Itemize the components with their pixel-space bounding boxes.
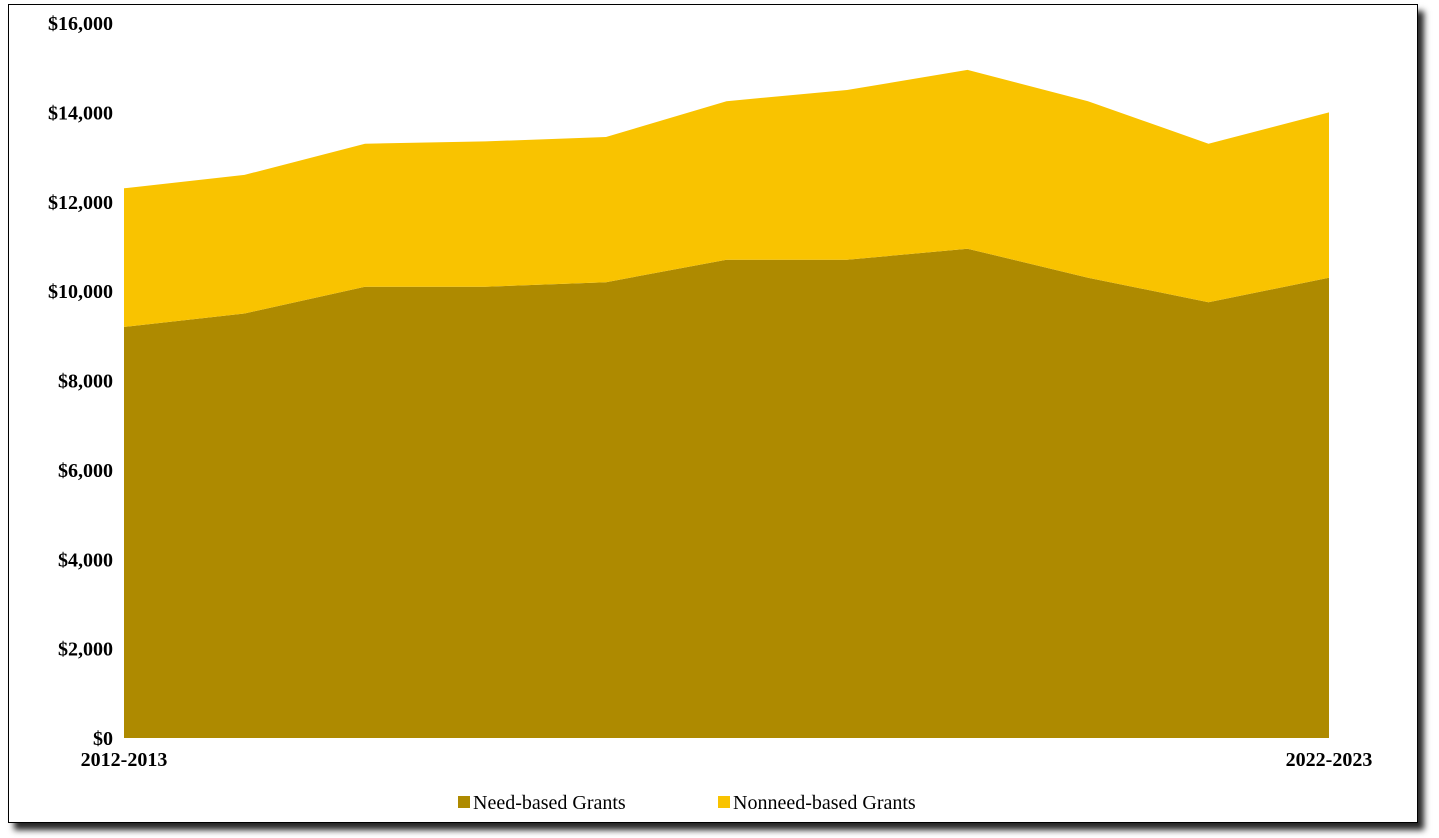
x-tick-label: 2022-2023 (1286, 749, 1373, 771)
y-tick-label: $8,000 (58, 371, 113, 393)
y-tick-label: $0 (93, 728, 113, 750)
legend-item-need-based-grants: Need-based Grants (458, 792, 626, 814)
stacked-area-chart: $0 $2,000 $4,000 $6,000 $8,000 $10,000 $12,000… (48, 13, 1373, 814)
y-tick-label: $2,000 (58, 639, 113, 661)
x-tick-label: 2012-2013 (81, 749, 168, 771)
y-tick-label: $6,000 (58, 460, 113, 482)
area-series-nonneed-based-grants (124, 69, 1329, 327)
y-tick-label: $10,000 (48, 281, 113, 303)
area-series-need-based-grants (124, 248, 1329, 738)
y-tick-label: $16,000 (48, 13, 113, 35)
legend: Need-based Grants Nonneed-based Grants (458, 792, 916, 814)
legend-item-nonneed-based-grants: Nonneed-based Grants (718, 792, 916, 814)
chart-frame: $0 $2,000 $4,000 $6,000 $8,000 $10,000 $12,000… (8, 4, 1418, 823)
legend-label: Nonneed-based Grants (733, 792, 916, 814)
y-tick-label: $4,000 (58, 549, 113, 571)
areas-layer (124, 69, 1329, 738)
x-axis-tick-labels: 2012-2013 2022-2023 (81, 749, 1373, 771)
legend-swatch (458, 796, 470, 808)
legend-label: Need-based Grants (473, 792, 626, 814)
y-tick-label: $12,000 (48, 192, 113, 214)
y-tick-label: $14,000 (48, 102, 113, 124)
legend-swatch (718, 796, 730, 808)
y-axis-tick-labels: $0 $2,000 $4,000 $6,000 $8,000 $10,000 $12,000… (48, 13, 113, 750)
